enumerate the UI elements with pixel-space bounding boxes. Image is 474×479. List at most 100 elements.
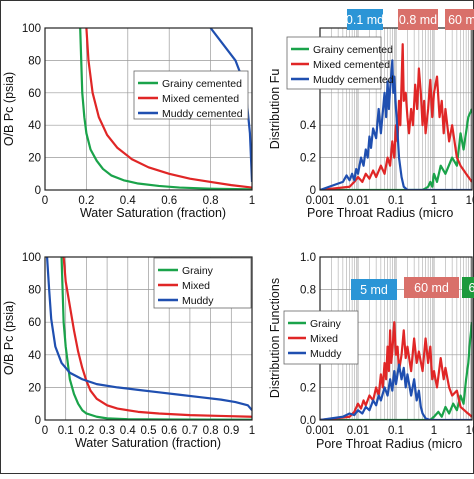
- legend: Grainy cemented Mixed cemented Muddy cemen…: [133, 70, 249, 120]
- x-tick-label: 0: [42, 425, 48, 437]
- y-tick-label: 60: [28, 88, 41, 100]
- y-tick-label: 60: [28, 317, 41, 329]
- y-tick-label: 40: [28, 120, 41, 132]
- series-line-muddy: [320, 363, 472, 420]
- x-tick-label: 10: [466, 425, 474, 437]
- y-tick-label: 100: [22, 252, 41, 264]
- x-tick-label: 1: [249, 425, 255, 437]
- x-tick-label: 0.001: [306, 195, 335, 207]
- legend-entry: Grainy cemented: [162, 78, 242, 90]
- x-tick-label: 0.6: [161, 195, 177, 207]
- series-line-muddy-cemented: [320, 59, 472, 190]
- legend-entry: Mixed: [182, 280, 210, 292]
- x-tick-label: 1: [431, 425, 437, 437]
- x-tick-label: 10: [466, 195, 474, 207]
- y-tick-label: 100: [22, 23, 41, 35]
- y-tick-label: 1.0: [300, 252, 316, 264]
- y-tick-label: 20: [28, 153, 41, 165]
- annotation-box: 60 md: [404, 277, 459, 298]
- series-group: [45, 257, 252, 420]
- legend-entry: Muddy cemented: [313, 74, 394, 86]
- annotation-rect: [398, 9, 438, 30]
- y-tick-label: 0.8: [300, 285, 316, 297]
- annotation-box: 0.8 md: [398, 9, 438, 30]
- legend: Grainy Mixed Muddy: [153, 257, 252, 309]
- annotation-box: 60 m: [445, 9, 474, 30]
- legend-entry: Grainy: [310, 318, 342, 330]
- x-tick-label: 0.2: [78, 195, 94, 207]
- annotation-rect: [347, 9, 383, 30]
- x-tick-label: 0.8: [203, 425, 219, 437]
- x-axis-label: Pore Throat Radius (micro: [316, 437, 462, 451]
- x-tick-label: 0.01: [347, 425, 369, 437]
- annotation-rect: [462, 277, 474, 298]
- annotation-rect: [445, 9, 474, 30]
- x-tick-label: 0.1: [388, 195, 404, 207]
- x-tick-label: 0.4: [120, 425, 137, 437]
- x-tick-label: 0.8: [203, 195, 219, 207]
- chart-top-left: 0 20 40 60 80 100 0 0.2 0.4 0.6 0.8 1 Water Saturati…: [2, 23, 255, 220]
- x-tick-label: 1: [431, 195, 437, 207]
- y-tick-label: 0: [35, 185, 41, 197]
- x-tick-label: 0.2: [78, 425, 94, 437]
- annotation-label: 5 md: [360, 283, 388, 297]
- annotation-box: 6: [462, 277, 474, 298]
- y-tick-label: 0.4: [300, 120, 317, 132]
- series-group: [320, 321, 472, 420]
- y-tick-label: 0.2: [300, 153, 316, 165]
- legend-entry: Mixed cemented: [313, 59, 390, 71]
- x-axis-label: Water Saturation (fraction): [80, 206, 226, 220]
- x-tick-label: 0.01: [347, 195, 369, 207]
- y-axis-label: O/B Pc (psia): [2, 301, 16, 375]
- plot-frame: [44, 256, 253, 421]
- plot-frame: [44, 27, 253, 191]
- series-line-mixed-cemented: [85, 28, 252, 189]
- series-line-mixed: [62, 257, 252, 418]
- x-axis-label: Pore Throat Radius (micro: [307, 206, 453, 220]
- chart-bottom-left: 0 20 40 60 80 100 0 0.1 0.2 0.3 0.4 0.5 0.6 0.7 0.8 0.9…: [2, 252, 255, 450]
- legend-box: [133, 70, 249, 120]
- x-tick-label: 0.4: [120, 195, 137, 207]
- y-tick-label: 0.0: [300, 415, 316, 427]
- x-axis-label: Water Saturation (fraction): [75, 436, 221, 450]
- legend-entry: Grainy: [182, 265, 214, 277]
- y-axis-label: Distribution Functions: [268, 278, 282, 398]
- annotation-box: 5 md: [351, 279, 397, 300]
- x-tick-label: 0.3: [99, 425, 115, 437]
- y-tick-label: 0.2: [300, 382, 316, 394]
- x-tick-label: 0.7: [182, 425, 198, 437]
- x-tick-label: 1: [249, 195, 255, 207]
- chart-top-right: 0 0.2 0.4 0.001 0.01 0.1 1 10 Pore Throat Radius…: [268, 9, 474, 220]
- y-axis-label: Distribution Fu: [268, 69, 282, 150]
- legend-entry: Mixed cemented: [162, 93, 239, 105]
- series-line-muddy: [45, 257, 252, 411]
- x-tick-label: 0.5: [141, 425, 157, 437]
- annotation-rect: [404, 277, 459, 298]
- x-tick-label: 0.9: [223, 425, 239, 437]
- x-tick-label: 0.1: [58, 425, 74, 437]
- legend-entry: Grainy cemented: [313, 44, 393, 56]
- annotation-label: 60 md: [414, 281, 449, 295]
- y-tick-label: 80: [28, 285, 41, 297]
- series-line-grainy: [320, 322, 472, 420]
- y-tick-label: 0: [35, 415, 41, 427]
- y-tick-label: 80: [28, 55, 41, 67]
- y-tick-label: 20: [28, 382, 41, 394]
- series-line-grainy-cemented: [79, 28, 252, 190]
- legend-entry: Mixed: [310, 333, 338, 345]
- x-tick-label: 0.001: [306, 425, 335, 437]
- legend: Grainy Mixed Muddy: [283, 310, 359, 365]
- legend-entry: Muddy cemented: [162, 108, 243, 120]
- legend-entry: Muddy: [182, 295, 214, 307]
- plot-frame: [319, 27, 473, 191]
- x-tick-label: 0.6: [161, 425, 177, 437]
- x-tick-label: 0: [42, 195, 48, 207]
- annotation-label: 6: [469, 281, 474, 295]
- annotation-label: 0.1 md: [346, 13, 384, 27]
- y-axis-label: O/B Pc (psia): [2, 72, 16, 146]
- annotation-rect: [351, 279, 397, 300]
- series-line-mixed-cemented: [320, 43, 472, 190]
- legend: Grainy cemented Mixed cemented Muddy cemen…: [286, 36, 394, 90]
